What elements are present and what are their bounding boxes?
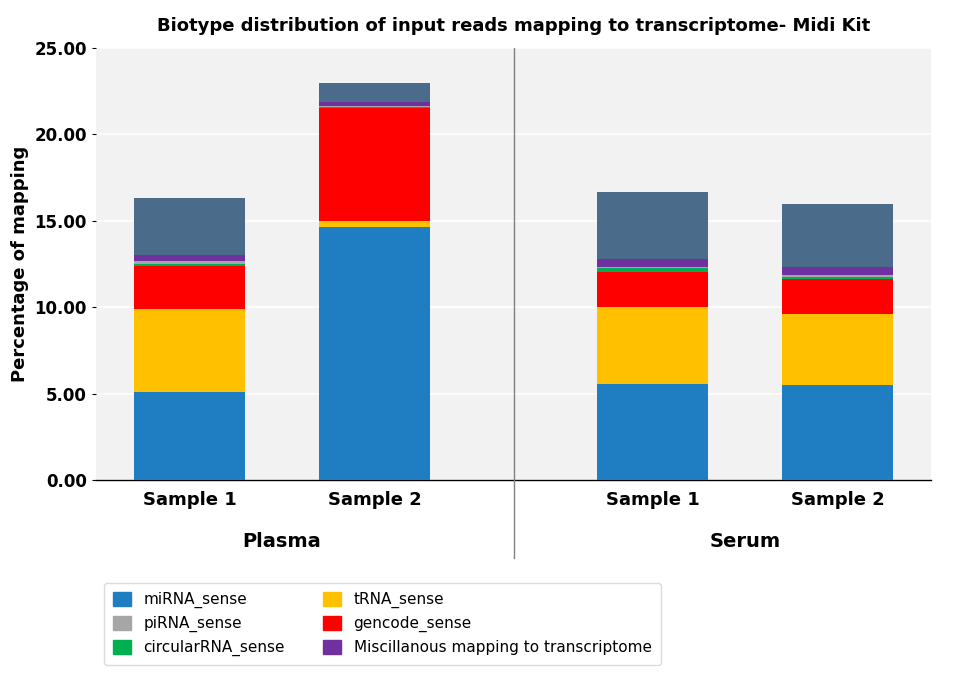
Bar <box>319 107 430 108</box>
Bar <box>597 267 708 268</box>
Bar <box>597 307 708 384</box>
Bar <box>319 106 430 107</box>
Bar <box>782 204 893 267</box>
Bar <box>782 276 893 279</box>
Bar <box>597 384 708 480</box>
Text: Serum: Serum <box>709 532 780 551</box>
Bar <box>782 385 893 480</box>
Bar <box>319 102 430 106</box>
Bar <box>782 275 893 276</box>
Bar <box>134 263 245 266</box>
Bar <box>597 259 708 267</box>
Legend: miRNA_sense, piRNA_sense, circularRNA_sense, tRNA_sense, gencode_sense, Miscilla: miRNA_sense, piRNA_sense, circularRNA_se… <box>104 583 660 665</box>
Y-axis label: Percentage of mapping: Percentage of mapping <box>11 146 29 382</box>
Bar <box>134 266 245 309</box>
Bar <box>134 198 245 255</box>
Bar <box>134 309 245 392</box>
Text: Plasma: Plasma <box>243 532 322 551</box>
Bar <box>597 272 708 307</box>
Bar <box>319 82 430 102</box>
Bar <box>134 255 245 261</box>
Bar <box>134 392 245 480</box>
Bar <box>597 191 708 259</box>
Bar <box>782 314 893 385</box>
Bar <box>782 267 893 275</box>
Title: Biotype distribution of input reads mapping to transcriptome- Midi Kit: Biotype distribution of input reads mapp… <box>157 17 870 36</box>
Bar <box>782 279 893 314</box>
Bar <box>319 222 430 227</box>
Bar <box>319 227 430 480</box>
Bar <box>597 268 708 272</box>
Bar <box>319 108 430 222</box>
Bar <box>134 261 245 263</box>
